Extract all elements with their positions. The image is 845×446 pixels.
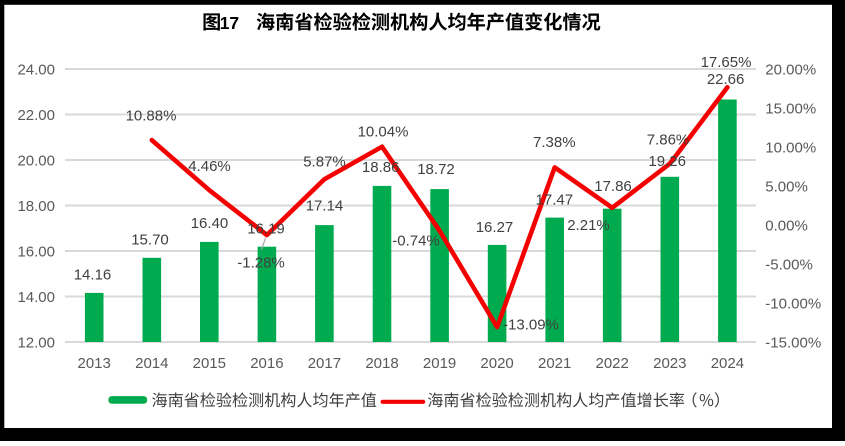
svg-text:24.00: 24.00	[17, 61, 55, 78]
svg-text:17: 17	[220, 13, 239, 33]
svg-text:7.86%: 7.86%	[647, 131, 690, 148]
svg-text:10.00%: 10.00%	[765, 139, 816, 156]
svg-text:17.65%: 17.65%	[701, 54, 752, 71]
svg-text:20.00: 20.00	[17, 152, 55, 169]
svg-text:2020: 2020	[480, 355, 513, 372]
svg-text:18.86: 18.86	[362, 159, 400, 176]
svg-text:-15.00%: -15.00%	[765, 334, 821, 351]
svg-text:2013: 2013	[78, 355, 111, 372]
svg-text:22.66: 22.66	[707, 71, 745, 88]
svg-text:7.38%: 7.38%	[533, 134, 576, 151]
svg-text:2023: 2023	[653, 355, 686, 372]
svg-text:10.04%: 10.04%	[358, 123, 409, 140]
svg-text:17.86: 17.86	[594, 178, 632, 195]
svg-text:12.00: 12.00	[17, 334, 55, 351]
svg-text:0.00%: 0.00%	[765, 217, 808, 234]
svg-text:2018: 2018	[365, 355, 398, 372]
svg-text:17.47: 17.47	[536, 192, 574, 209]
svg-text:16.27: 16.27	[476, 219, 514, 236]
svg-text:10.88%: 10.88%	[126, 107, 177, 124]
svg-text:5.00%: 5.00%	[765, 178, 808, 195]
svg-text:19.26: 19.26	[648, 153, 686, 170]
svg-text:2017: 2017	[308, 355, 341, 372]
svg-text:5.87%: 5.87%	[303, 154, 346, 171]
svg-text:22.00: 22.00	[17, 107, 55, 124]
svg-text:4.46%: 4.46%	[188, 158, 231, 175]
svg-text:-10.00%: -10.00%	[765, 295, 821, 312]
svg-text:2014: 2014	[135, 355, 168, 372]
svg-text:2.21%: 2.21%	[567, 217, 610, 234]
svg-text:2019: 2019	[423, 355, 456, 372]
svg-text:15.00%: 15.00%	[765, 100, 816, 117]
svg-text:2015: 2015	[193, 355, 226, 372]
svg-text:18.00: 18.00	[17, 198, 55, 215]
svg-text:16.19: 16.19	[247, 221, 285, 238]
svg-text:16.00: 16.00	[17, 243, 55, 260]
svg-text:-5.00%: -5.00%	[765, 256, 813, 273]
svg-text:2022: 2022	[596, 355, 629, 372]
svg-text:14.16: 14.16	[74, 267, 112, 284]
svg-text:2016: 2016	[250, 355, 283, 372]
svg-text:-13.09%: -13.09%	[503, 316, 559, 333]
svg-text:2024: 2024	[711, 355, 744, 372]
svg-text:20.00%: 20.00%	[765, 61, 816, 78]
svg-text:2021: 2021	[538, 355, 571, 372]
svg-text:15.70: 15.70	[131, 232, 169, 249]
svg-text:17.14: 17.14	[306, 197, 344, 214]
svg-text:16.40: 16.40	[191, 215, 229, 232]
svg-text:-0.74%: -0.74%	[392, 232, 440, 249]
svg-text:14.00: 14.00	[17, 289, 55, 306]
svg-text:18.72: 18.72	[417, 161, 455, 178]
svg-text:-1.28%: -1.28%	[237, 254, 285, 271]
